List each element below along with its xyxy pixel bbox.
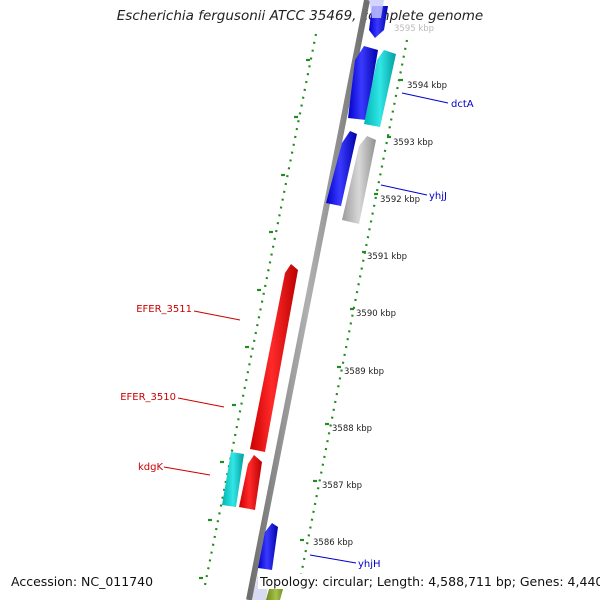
tick-label: 3590 kbp — [356, 309, 396, 319]
gene-label-kdgk: kdgK — [138, 462, 163, 473]
forward-features — [252, 0, 396, 600]
gene-label-dcta: dctA — [451, 99, 474, 110]
reverse-features — [222, 264, 298, 510]
tick-label: 3589 kbp — [344, 367, 384, 377]
gene-labels: dctA yhjJ yhjH EFER_3511 EFER_3510 kdgK — [120, 99, 474, 570]
accession-label: Accession: NC_011740 — [9, 574, 156, 589]
track-dashes — [199, 58, 403, 580]
reverse-cds — [250, 264, 298, 452]
tick-label: 3588 kbp — [332, 424, 372, 434]
gene-label-efer-3510: EFER_3510 — [120, 392, 176, 403]
forward-cds — [364, 50, 396, 127]
forward-cds — [342, 136, 376, 224]
gene-label-yhjj: yhjJ — [429, 191, 447, 202]
label-leaders — [163, 92, 449, 564]
tick-label: 3595 kbp — [394, 24, 434, 34]
forward-cds — [258, 523, 278, 570]
reverse-cds — [239, 455, 262, 510]
tick-label: 3586 kbp — [313, 538, 353, 548]
tick-label: 3592 kbp — [380, 195, 420, 205]
tick-label: 3594 kbp — [407, 81, 447, 91]
forward-cds — [348, 46, 378, 120]
tick-label: 3593 kbp — [393, 138, 433, 148]
reverse-cds — [222, 452, 244, 507]
genome-summary: Topology: circular; Length: 4,588,711 bp… — [258, 574, 600, 589]
scale-labels: 3595 kbp 3594 kbp 3593 kbp 3592 kbp 3591… — [313, 24, 447, 548]
reverse-track — [202, 33, 318, 591]
gene-label-yhjh: yhjH — [358, 559, 381, 570]
map-title: Escherichia fergusonii ATCC 35469, compl… — [116, 8, 484, 24]
tick-label: 3591 kbp — [367, 252, 407, 262]
genome-backbone — [246, 0, 370, 600]
forward-cds — [369, 0, 384, 18]
tick-label: 3587 kbp — [322, 481, 362, 491]
forward-cds — [326, 131, 357, 206]
gene-label-efer-3511: EFER_3511 — [136, 304, 192, 315]
